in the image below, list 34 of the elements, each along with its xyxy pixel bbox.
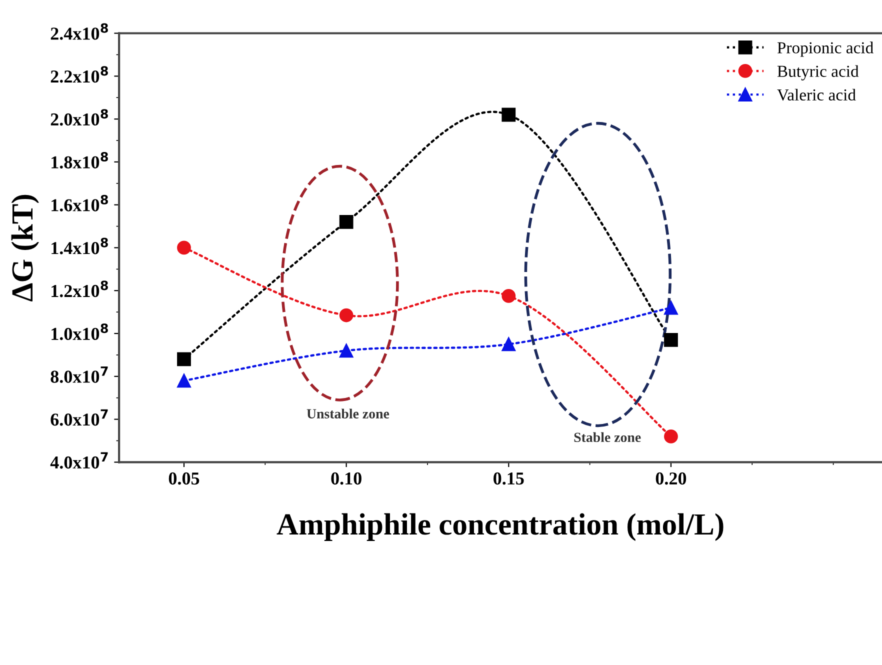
y-tick-label: 1.6x10$^{8}$ [52,194,108,212]
point [177,240,191,255]
point [664,300,678,315]
point [339,215,354,229]
point [339,344,354,358]
annotation: Stable zone [574,432,641,442]
y-tick-label: 1.0x10$^{8}$ [52,324,108,340]
y-tick-label: 1.8x10$^{8}$ [52,152,108,169]
x-axis-title: Amphiphile concentration (mol/L) [276,513,724,541]
y-tick-label: 1.2x10$^{8}$ [52,280,108,298]
x-tick-label: 0.10 [331,472,362,485]
point [664,332,678,347]
y-axis-title: ΔG (kT) [11,194,40,302]
y-tick-label: 8.0x10$^{7}$ [50,366,108,383]
x-tick-label: 0.05 [168,472,200,485]
y-tick-label: 2.0x10$^{8}$ [50,109,108,126]
y-tick-label: 4.0x10$^{7}$ [50,452,108,469]
annotation: Unstable zone [306,408,390,418]
legend-label: Butyric acid [777,65,859,80]
point [502,337,516,352]
point [339,308,354,322]
point [502,108,516,122]
point [502,289,516,303]
x-tick-label: 0.15 [494,472,524,485]
point [664,429,678,444]
y-tick-label: 6.0x10$^{7}$ [50,409,108,426]
y-tick-label: 2.4x10$^{8}$ [50,23,108,40]
x-tick-label: 0.20 [656,472,686,485]
y-tick-label: 1.4x10$^{8}$ [52,238,108,254]
y-tick-label: 2.2x10$^{8}$ [50,66,108,83]
point [177,374,191,388]
legend-label: Valeric acid [777,88,856,101]
legend-label: Propionic acid [777,42,874,57]
point [177,352,191,366]
